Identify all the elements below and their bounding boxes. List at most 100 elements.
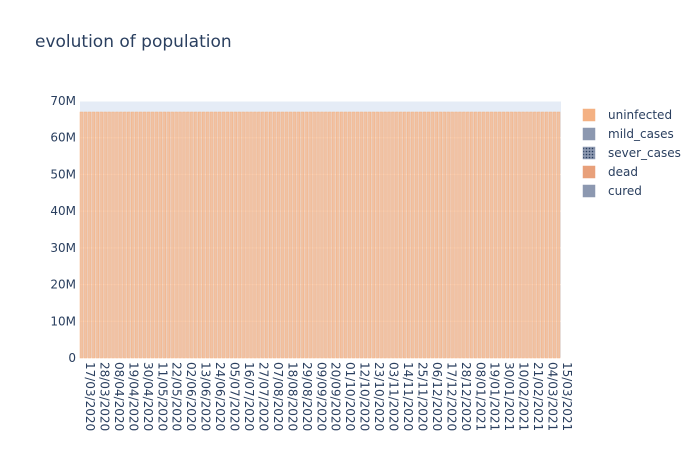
bar-uninfected[interactable] xyxy=(123,111,127,359)
legend-item-uninfected[interactable]: uninfected xyxy=(582,108,672,122)
bar-uninfected[interactable] xyxy=(497,111,502,359)
bar-uninfected[interactable] xyxy=(387,111,391,359)
legend-item-mild_cases[interactable]: mild_cases xyxy=(582,127,674,141)
bar-uninfected[interactable] xyxy=(115,111,119,359)
bar-uninfected[interactable] xyxy=(178,111,182,359)
bar-uninfected[interactable] xyxy=(111,111,115,359)
bar-uninfected[interactable] xyxy=(107,111,111,359)
bar-uninfected[interactable] xyxy=(552,111,557,359)
bar-uninfected[interactable] xyxy=(438,111,442,359)
bar-uninfected[interactable] xyxy=(194,111,198,359)
bar-uninfected[interactable] xyxy=(541,111,545,359)
bar-uninfected[interactable] xyxy=(462,111,466,359)
bar-uninfected[interactable] xyxy=(399,111,403,359)
bar-uninfected[interactable] xyxy=(501,111,506,359)
bar-uninfected[interactable] xyxy=(316,111,320,359)
bar-uninfected[interactable] xyxy=(134,111,139,359)
bar-uninfected[interactable] xyxy=(142,111,147,359)
bar-uninfected[interactable] xyxy=(470,111,474,359)
bar-uninfected[interactable] xyxy=(343,111,348,359)
bar-uninfected[interactable] xyxy=(221,111,226,359)
bar-uninfected[interactable] xyxy=(493,111,498,359)
bar-uninfected[interactable] xyxy=(474,111,478,359)
bar-uninfected[interactable] xyxy=(284,111,289,359)
bar-uninfected[interactable] xyxy=(458,111,462,359)
bar-uninfected[interactable] xyxy=(418,111,423,359)
bar-uninfected[interactable] xyxy=(529,111,533,359)
bar-uninfected[interactable] xyxy=(525,111,529,359)
bar-uninfected[interactable] xyxy=(229,111,234,359)
bar-uninfected[interactable] xyxy=(95,111,99,359)
bar-uninfected[interactable] xyxy=(296,111,301,359)
bar-uninfected[interactable] xyxy=(414,111,419,359)
bar-uninfected[interactable] xyxy=(91,111,96,359)
bar-uninfected[interactable] xyxy=(477,111,482,359)
bar-uninfected[interactable] xyxy=(426,111,431,359)
bar-uninfected[interactable] xyxy=(99,111,103,359)
bar-uninfected[interactable] xyxy=(150,111,155,359)
bar-uninfected[interactable] xyxy=(355,111,360,359)
bar-uninfected[interactable] xyxy=(513,111,517,359)
bar-uninfected[interactable] xyxy=(339,111,344,359)
bar-uninfected[interactable] xyxy=(154,111,159,359)
bar-uninfected[interactable] xyxy=(304,111,308,359)
legend-item-dead[interactable]: dead xyxy=(582,165,638,179)
bar-uninfected[interactable] xyxy=(556,111,561,359)
bar-uninfected[interactable] xyxy=(442,111,446,359)
bar-uninfected[interactable] xyxy=(312,111,316,359)
bar-uninfected[interactable] xyxy=(276,111,281,359)
bar-uninfected[interactable] xyxy=(434,111,439,359)
bar-uninfected[interactable] xyxy=(103,111,107,359)
bar-uninfected[interactable] xyxy=(205,111,210,359)
bar-uninfected[interactable] xyxy=(162,111,166,359)
bar-uninfected[interactable] xyxy=(280,111,285,359)
bar-uninfected[interactable] xyxy=(379,111,383,359)
bar-uninfected[interactable] xyxy=(245,111,249,359)
bar-uninfected[interactable] xyxy=(213,111,218,359)
bar-uninfected[interactable] xyxy=(351,111,356,359)
bar-uninfected[interactable] xyxy=(138,111,143,359)
bar-uninfected[interactable] xyxy=(201,111,206,359)
bar-uninfected[interactable] xyxy=(174,111,178,359)
bar-uninfected[interactable] xyxy=(410,111,415,359)
bar-uninfected[interactable] xyxy=(383,111,387,359)
bar-uninfected[interactable] xyxy=(489,111,494,359)
bar-uninfected[interactable] xyxy=(548,111,553,359)
bar-uninfected[interactable] xyxy=(272,111,277,359)
bar-uninfected[interactable] xyxy=(170,111,174,359)
bar-uninfected[interactable] xyxy=(217,111,222,359)
bar-uninfected[interactable] xyxy=(87,111,92,359)
bar-uninfected[interactable] xyxy=(166,111,170,359)
bar-uninfected[interactable] xyxy=(268,111,273,359)
bar-uninfected[interactable] xyxy=(158,111,163,359)
bar-uninfected[interactable] xyxy=(320,111,324,359)
bar-uninfected[interactable] xyxy=(533,111,537,359)
bar-uninfected[interactable] xyxy=(446,111,450,359)
bar-uninfected[interactable] xyxy=(505,111,509,359)
bar-uninfected[interactable] xyxy=(422,111,427,359)
bar-uninfected[interactable] xyxy=(371,111,375,359)
bar-uninfected[interactable] xyxy=(406,111,411,359)
bar-uninfected[interactable] xyxy=(182,111,186,359)
bar-uninfected[interactable] xyxy=(336,111,340,359)
bar-uninfected[interactable] xyxy=(146,111,151,359)
bar-uninfected[interactable] xyxy=(363,111,368,359)
legend-item-sever_cases[interactable]: sever_cases xyxy=(582,146,681,160)
bar-uninfected[interactable] xyxy=(190,111,194,359)
bar-uninfected[interactable] xyxy=(127,111,131,359)
bar-uninfected[interactable] xyxy=(257,111,261,359)
bar-uninfected[interactable] xyxy=(481,111,486,359)
bar-uninfected[interactable] xyxy=(292,111,297,359)
bar-uninfected[interactable] xyxy=(209,111,214,359)
bar-uninfected[interactable] xyxy=(450,111,454,359)
bar-uninfected[interactable] xyxy=(237,111,241,359)
bar-uninfected[interactable] xyxy=(517,111,521,359)
bar-uninfected[interactable] xyxy=(249,111,253,359)
bar-uninfected[interactable] xyxy=(332,111,336,359)
bar-uninfected[interactable] xyxy=(261,111,265,359)
bar-uninfected[interactable] xyxy=(403,111,407,359)
bar-uninfected[interactable] xyxy=(186,111,190,359)
bar-uninfected[interactable] xyxy=(485,111,490,359)
bar-uninfected[interactable] xyxy=(328,111,332,359)
bar-uninfected[interactable] xyxy=(225,111,230,359)
